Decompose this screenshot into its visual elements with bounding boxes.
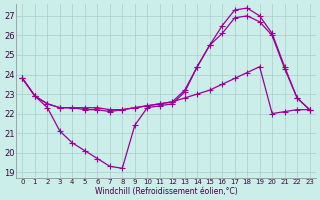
X-axis label: Windchill (Refroidissement éolien,°C): Windchill (Refroidissement éolien,°C) (95, 187, 237, 196)
